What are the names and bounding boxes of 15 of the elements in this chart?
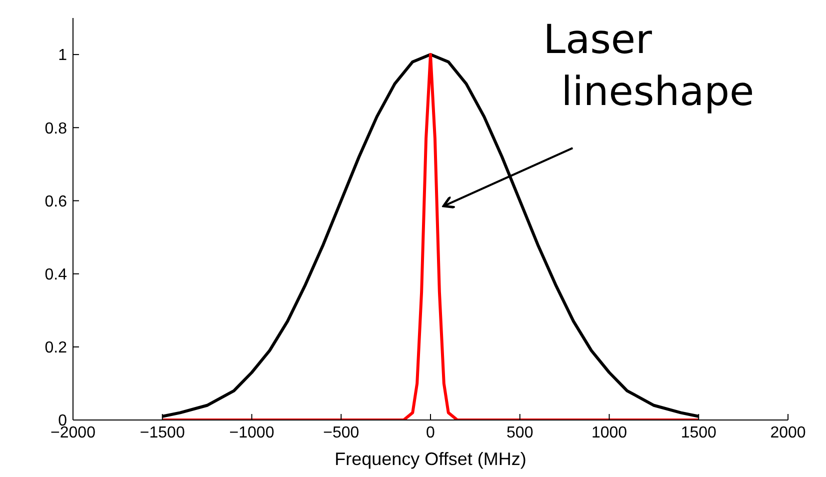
y-tick-label: 0.6 bbox=[44, 193, 68, 210]
x-tick-label: 2000 bbox=[770, 424, 806, 442]
x-tick-label: 500 bbox=[506, 424, 534, 442]
x-tick-label: 0 bbox=[426, 424, 436, 442]
x-tick-label: −1500 bbox=[140, 424, 185, 442]
x-axis-title: Frequency Offset (MHz) bbox=[334, 449, 526, 469]
x-tick-label: −500 bbox=[323, 424, 360, 442]
x-tick-label: 1000 bbox=[591, 424, 628, 442]
x-tick-label: −1000 bbox=[229, 424, 274, 442]
x-tick-label: 1500 bbox=[680, 424, 717, 442]
y-tick-label: 1 bbox=[58, 47, 68, 64]
y-tick-label: 0.4 bbox=[44, 266, 68, 284]
y-tick-label: 0.2 bbox=[44, 340, 68, 357]
y-tick-label: 0.8 bbox=[44, 120, 68, 138]
annotation: Laser lineshape bbox=[543, 17, 754, 115]
